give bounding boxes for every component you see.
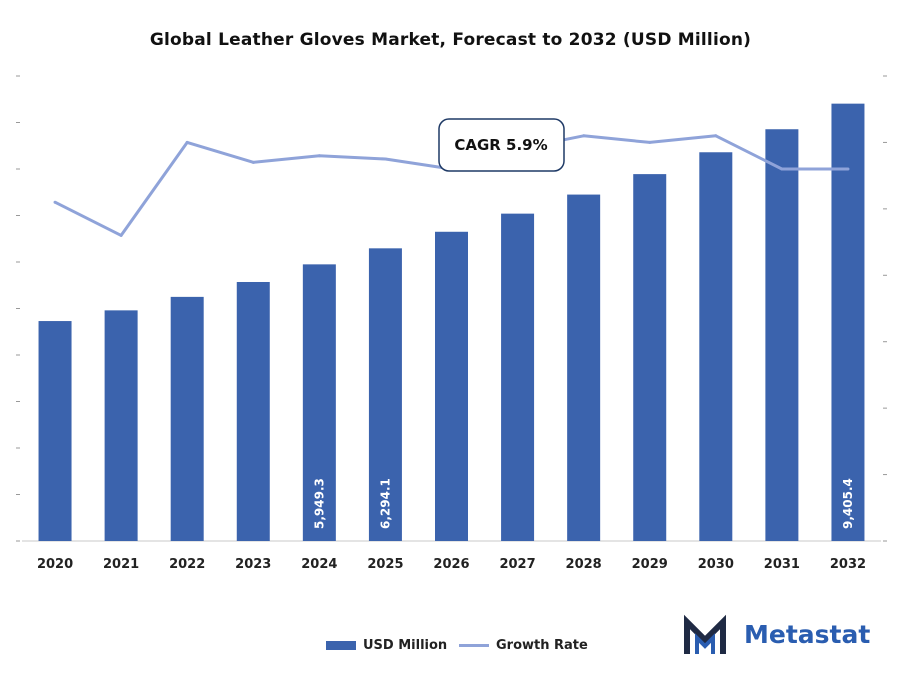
x-tick-label-2031: 2031 <box>764 557 800 572</box>
chart-title: Global Leather Gloves Market, Forecast t… <box>149 30 752 50</box>
x-tick-label-2032: 2032 <box>830 557 866 572</box>
bar-2022 <box>170 296 204 541</box>
growth-point-2029 <box>648 140 652 144</box>
x-tick-label-2028: 2028 <box>566 557 602 572</box>
growth-point-2028 <box>582 134 586 138</box>
bar-2021 <box>104 310 138 541</box>
metastat-logo-icon <box>684 614 726 654</box>
x-tick-label-2027: 2027 <box>499 557 535 572</box>
growth-point-2032 <box>846 167 850 171</box>
growth-point-2021 <box>119 233 123 237</box>
legend-swatch-usd <box>326 641 356 650</box>
legend-item-usd: USD Million <box>326 638 447 653</box>
bar-2028 <box>567 194 601 541</box>
bar-2026 <box>435 231 468 541</box>
legend-swatch-growth <box>459 644 489 647</box>
legend-item-growth: Growth Rate <box>459 638 588 653</box>
growth-point-2025 <box>383 157 387 161</box>
x-tick-label-2024: 2024 <box>301 557 337 572</box>
growth-point-2030 <box>714 134 718 138</box>
data-label-2025: 6,294.1 <box>378 478 392 529</box>
bar-2024 <box>302 264 336 541</box>
bar-2027 <box>501 213 535 541</box>
data-label-2032: 9,405.4 <box>841 478 855 529</box>
x-tick-label-2029: 2029 <box>632 557 668 572</box>
bar-2020 <box>38 321 72 541</box>
bar-2032 <box>831 103 865 542</box>
cagr-callout-box <box>438 118 565 172</box>
x-tick-label-2026: 2026 <box>433 557 469 572</box>
x-tick-label-2022: 2022 <box>169 557 205 572</box>
bar-2023 <box>236 281 270 541</box>
growth-point-2022 <box>185 140 189 144</box>
legend-label-growth: Growth Rate <box>496 638 588 653</box>
bar-2031 <box>765 129 799 541</box>
legend-label-usd: USD Million <box>363 638 448 653</box>
x-tick-label-2023: 2023 <box>235 557 271 572</box>
growth-point-2031 <box>780 167 784 171</box>
brand-name: Metastat <box>744 620 871 649</box>
bar-2030 <box>699 152 733 541</box>
growth-point-2023 <box>251 160 255 164</box>
x-tick-label-2030: 2030 <box>698 557 734 572</box>
cagr-callout-text: CAGR 5.9% <box>454 136 547 154</box>
bar-2029 <box>633 174 667 542</box>
x-tick-label-2020: 2020 <box>37 557 73 572</box>
bar-2025 <box>368 248 402 542</box>
data-label-2024: 5,949.3 <box>312 478 326 529</box>
x-tick-label-2025: 2025 <box>367 557 403 572</box>
x-tick-label-2021: 2021 <box>103 557 139 572</box>
growth-point-2024 <box>317 154 321 158</box>
growth-point-2020 <box>53 200 57 204</box>
